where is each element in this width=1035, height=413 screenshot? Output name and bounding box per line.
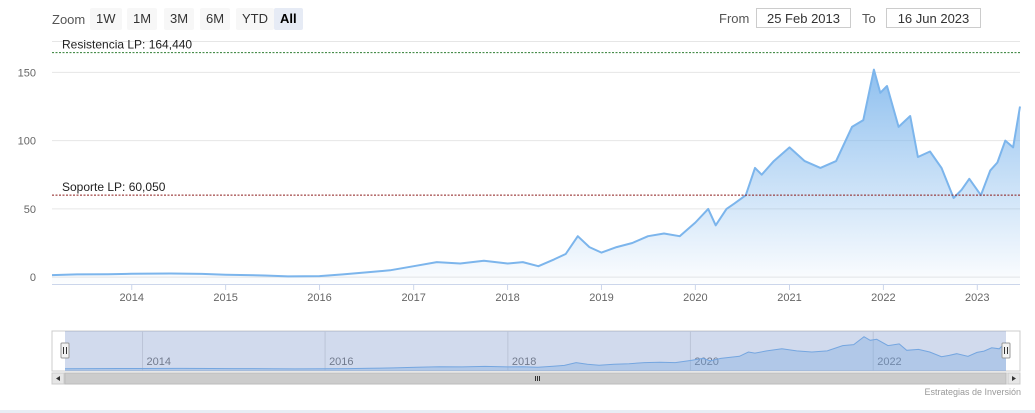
navigator-tick-label: 2014 — [147, 356, 171, 368]
x-tick-label: 2018 — [495, 292, 519, 304]
x-tick-label: 2019 — [589, 292, 613, 304]
x-tick-label: 2015 — [213, 292, 237, 304]
y-tick-label: 0 — [30, 272, 36, 284]
x-tick-label: 2017 — [401, 292, 425, 304]
x-tick-label: 2022 — [871, 292, 895, 304]
x-tick-label: 2014 — [120, 292, 144, 304]
navigator-right-handle[interactable] — [1001, 342, 1011, 359]
zoom-label: Zoom — [52, 12, 86, 27]
to-date-input[interactable]: 16 Jun 2023 — [886, 8, 981, 28]
zoom-1w-button[interactable]: 1W — [90, 8, 122, 30]
credits-link[interactable]: Estrategias de Inversión — [924, 387, 1021, 397]
navigator-tick-label: 2022 — [877, 356, 901, 368]
y-tick-label: 150 — [18, 67, 36, 79]
support-label: Soporte LP: 60,050 — [62, 180, 166, 194]
series-line — [51, 68, 1021, 278]
navigator-tick-label: 2018 — [512, 356, 536, 368]
x-tick-label: 2023 — [965, 292, 989, 304]
series-area — [52, 69, 1020, 284]
navigator-tick-label: 2016 — [329, 356, 353, 368]
navigator-left-handle[interactable] — [60, 342, 70, 359]
resistance-label: Resistencia LP: 164,440 — [62, 38, 192, 52]
x-tick-label: 2021 — [777, 292, 801, 304]
scrollbar-right-arrow[interactable] — [1007, 372, 1021, 385]
zoom-all-button[interactable]: All — [274, 8, 303, 30]
x-tick-label: 2016 — [307, 292, 331, 304]
y-tick-label: 100 — [18, 136, 36, 148]
navigator-frame — [51, 330, 1021, 372]
zoom-6m-button[interactable]: 6M — [200, 8, 231, 30]
from-label: From — [719, 11, 750, 26]
bottom-rule — [0, 410, 1035, 413]
zoom-ytd-button[interactable]: YTD — [236, 8, 274, 30]
zoom-3m-button[interactable]: 3M — [164, 8, 195, 30]
x-tick-label: 2020 — [683, 292, 707, 304]
scrollbar-left-arrow[interactable] — [51, 372, 65, 385]
zoom-1m-button[interactable]: 1M — [127, 8, 158, 30]
navigator-area — [65, 336, 1006, 371]
navigator-mask — [65, 331, 1006, 371]
navigator-line — [64, 336, 1007, 370]
y-tick-label: 50 — [24, 204, 36, 216]
range-selector: Zoom 1W 1M 3M 6M YTD All From 25 Feb 201… — [0, 0, 1035, 42]
from-date-input[interactable]: 25 Feb 2013 — [756, 8, 851, 28]
to-label: To — [862, 11, 876, 26]
